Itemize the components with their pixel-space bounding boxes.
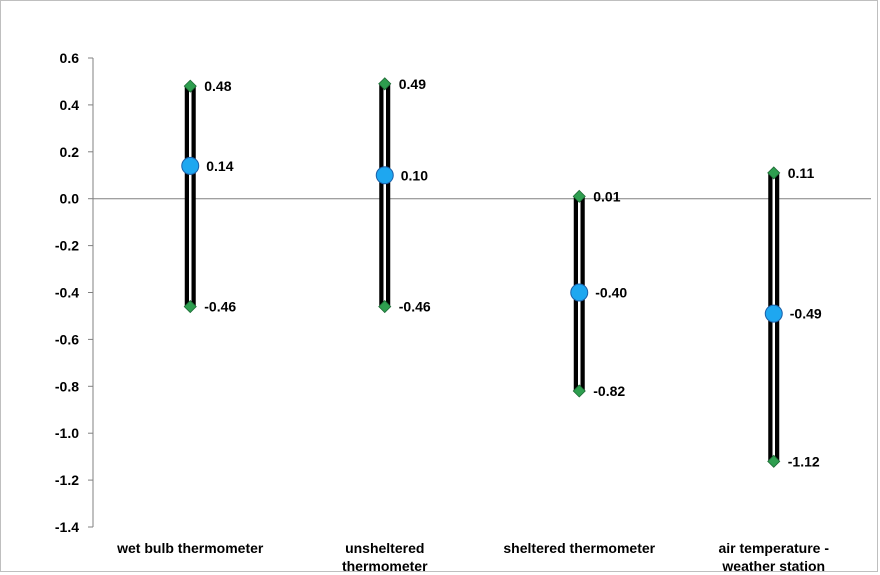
category-label: sheltered thermometer (503, 540, 655, 556)
low-label: -0.82 (593, 383, 625, 399)
y-tick-label: 0.6 (60, 50, 80, 66)
mean-label: -0.40 (595, 285, 627, 301)
y-tick-label: -1.4 (55, 519, 79, 535)
high-marker (183, 79, 197, 93)
category-label: thermometer (342, 558, 428, 574)
mean-marker (764, 304, 783, 323)
high-label: 0.49 (399, 76, 426, 92)
low-label: -1.12 (788, 453, 820, 469)
y-tick-label: 0.0 (60, 191, 80, 207)
mean-label: 0.10 (401, 167, 428, 183)
y-tick-label: 0.4 (60, 97, 80, 113)
category-label: weather station (721, 558, 825, 574)
mean-marker (181, 156, 200, 175)
mean-label: -0.49 (790, 306, 822, 322)
low-marker (767, 454, 781, 468)
y-tick-label: -1.2 (55, 472, 79, 488)
category-labels: wet bulb thermometer unsheltered thermomet… (116, 540, 829, 574)
high-marker (572, 189, 586, 203)
category-label: unsheltered (345, 540, 424, 556)
range-item: 0.01 -0.40 -0.82 (570, 188, 627, 399)
mean-marker (375, 166, 394, 185)
category-label: wet bulb thermometer (116, 540, 264, 556)
low-marker (183, 300, 197, 314)
high-marker (767, 166, 781, 180)
low-label: -0.46 (399, 299, 431, 315)
mean-marker (570, 283, 589, 302)
range-item: 0.11 -0.49 -1.12 (764, 165, 822, 469)
y-axis: 0.6 0.4 0.2 0.0 -0.2 -0.4 -0.6 -0.8 -1.0 -1.2 -1.4 (55, 50, 94, 535)
y-tick-label: -0.8 (55, 378, 79, 394)
mean-label: 0.14 (206, 158, 233, 174)
high-marker (378, 77, 392, 91)
range-item: 0.48 0.14 -0.46 (181, 78, 236, 315)
y-tick-label: -1.0 (55, 425, 79, 441)
high-label: 0.01 (593, 188, 620, 204)
y-tick-label: 0.2 (60, 144, 80, 160)
high-label: 0.11 (788, 165, 815, 181)
low-marker (572, 384, 586, 398)
y-tick-label: -0.2 (55, 238, 79, 254)
low-marker (378, 300, 392, 314)
range-item: 0.49 0.10 -0.46 (375, 76, 431, 315)
low-label: -0.46 (204, 299, 236, 315)
category-label: air temperature - (719, 540, 830, 556)
high-label: 0.48 (204, 78, 231, 94)
series-group: 0.48 0.14 -0.46 0.49 0.10 -0.46 0.01 -0.40 -0.82… (181, 76, 822, 469)
y-tick-label: -0.4 (55, 285, 79, 301)
y-tick-label: -0.6 (55, 331, 79, 347)
